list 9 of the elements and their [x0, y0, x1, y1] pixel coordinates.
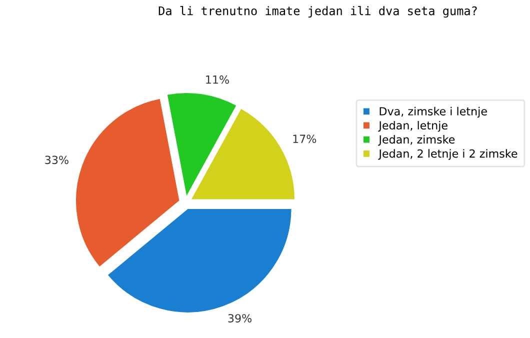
data-label: 39% — [228, 314, 252, 322]
legend-label: Dva, zimske i letnje — [380, 106, 487, 118]
data-label: 11% — [206, 75, 229, 84]
data-label: 17% — [293, 134, 316, 144]
legend-label: Jedan, zimske — [378, 135, 455, 146]
legend-label: Jedan, letnje — [378, 120, 448, 132]
legend-label: Jedan, 2 letnje i 2 zimske — [378, 149, 518, 160]
data-label: 33% — [45, 156, 68, 164]
chart-title: Da li trenutno imate jedan ili dva seta guma? — [158, 6, 477, 18]
